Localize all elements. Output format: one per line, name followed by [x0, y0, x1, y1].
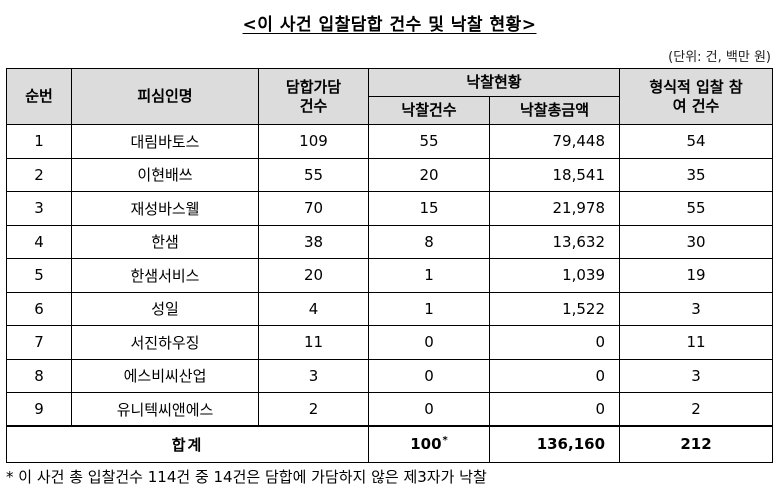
header-formal-bid-count: 형식적 입찰 참 여 건수 [619, 68, 774, 125]
cell-awards: 1 [368, 258, 490, 293]
cell-respondent: 이현배쓰 [71, 157, 259, 192]
total-row: 합계 100* 136,160 212 [6, 425, 774, 463]
cell-formal: 55 [619, 191, 774, 226]
table-row: 6 성일 4 1 1,522 3 [6, 291, 774, 326]
total-formal: 212 [619, 425, 774, 463]
table-row: 9 유니텍씨앤에스 2 0 0 2 [6, 392, 774, 427]
header-respondent: 피심인명 [71, 68, 259, 125]
table-row: 4 한샘 38 8 13,632 30 [6, 224, 774, 259]
cell-formal: 35 [619, 157, 774, 192]
cell-collusion: 4 [258, 291, 369, 326]
header-award-count: 낙찰건수 [368, 96, 490, 125]
header-award-total: 낙찰총금액 [488, 96, 621, 125]
header-award-status: 낙찰현황 [367, 68, 621, 97]
total-awards-mark: * [442, 435, 448, 447]
cell-amount: 1,522 [488, 291, 621, 326]
cell-seq: 6 [6, 291, 72, 326]
total-label: 합계 [6, 425, 369, 463]
cell-formal: 54 [619, 124, 774, 159]
header-collusion-line1: 담합가담 [285, 77, 342, 96]
cell-collusion: 55 [258, 157, 369, 192]
cell-seq: 7 [6, 325, 72, 360]
cell-formal: 19 [619, 258, 774, 293]
cell-collusion: 2 [258, 392, 369, 427]
cell-seq: 5 [6, 258, 72, 293]
cell-respondent: 서진하우징 [71, 325, 259, 360]
cell-formal: 2 [619, 392, 774, 427]
cell-awards: 1 [368, 291, 490, 326]
cell-collusion: 38 [258, 224, 369, 259]
header-subrow: 낙찰건수 낙찰총금액 [7, 96, 773, 125]
cell-respondent: 대림바토스 [71, 124, 259, 159]
cell-respondent: 성일 [71, 291, 259, 326]
cell-awards: 15 [368, 191, 490, 226]
cell-formal: 3 [619, 291, 774, 326]
cell-respondent: 한샘서비스 [71, 258, 259, 293]
cell-formal: 11 [619, 325, 774, 360]
header-collusion-count: 담합가담 건수 [258, 68, 369, 125]
cell-seq: 8 [6, 358, 72, 393]
cell-collusion: 70 [258, 191, 369, 226]
cell-collusion: 20 [258, 258, 369, 293]
header-seq: 순번 [6, 68, 72, 125]
cell-respondent: 유니텍씨앤에스 [71, 392, 259, 427]
cell-formal: 30 [619, 224, 774, 259]
header-formal-line1: 형식적 입찰 참 [649, 77, 743, 96]
cell-seq: 3 [6, 191, 72, 226]
table-row: 5 한샘서비스 20 1 1,039 19 [6, 258, 774, 293]
cell-awards: 8 [368, 224, 490, 259]
cell-seq: 4 [6, 224, 72, 259]
cell-respondent: 에스비씨산업 [71, 358, 259, 393]
cell-seq: 9 [6, 392, 72, 427]
cell-amount: 18,541 [488, 157, 621, 192]
table-title: <이 사건 입찰담합 건수 및 낙찰 현황> [242, 15, 537, 35]
table-row: 1 대림바토스 109 55 79,448 54 [6, 124, 774, 159]
header-row: 순번 피심인명 담합가담 건수 낙찰현황 형식적 입찰 참 여 건수 [6, 68, 774, 125]
total-awards-cell: 100* [368, 425, 490, 463]
cell-collusion: 3 [258, 358, 369, 393]
cell-amount: 0 [488, 392, 621, 427]
cell-amount: 1,039 [488, 258, 621, 293]
table-row: 2 이현배쓰 55 20 18,541 35 [6, 157, 774, 192]
cell-respondent: 재성바스웰 [71, 191, 259, 226]
cell-collusion: 11 [258, 325, 369, 360]
cell-awards: 0 [368, 392, 490, 427]
cell-amount: 0 [488, 325, 621, 360]
cell-amount: 79,448 [488, 124, 621, 159]
bid-rigging-table: 순번 피심인명 담합가담 건수 낙찰현황 형식적 입찰 참 여 건수 낙찰건수 … [6, 68, 774, 463]
cell-awards: 0 [368, 325, 490, 360]
cell-amount: 21,978 [488, 191, 621, 226]
total-awards: 100 [410, 435, 442, 454]
table-row: 7 서진하우징 11 0 0 11 [6, 325, 774, 360]
cell-collusion: 109 [258, 124, 369, 159]
cell-awards: 20 [368, 157, 490, 192]
header-formal-line2: 여 건수 [672, 96, 720, 115]
cell-awards: 0 [368, 358, 490, 393]
table-row: 8 에스비씨산업 3 0 0 3 [6, 358, 774, 393]
cell-respondent: 한샘 [71, 224, 259, 259]
cell-seq: 2 [6, 157, 72, 192]
unit-note: (단위: 건, 백만 원) [668, 50, 771, 65]
cell-seq: 1 [6, 124, 72, 159]
cell-formal: 3 [619, 358, 774, 393]
table-row: 3 재성바스웰 70 15 21,978 55 [6, 191, 774, 226]
cell-amount: 13,632 [488, 224, 621, 259]
total-amount: 136,160 [488, 425, 621, 463]
cell-amount: 0 [488, 358, 621, 393]
header-collusion-line2: 건수 [299, 96, 328, 115]
cell-awards: 55 [368, 124, 490, 159]
footnote: * 이 사건 총 입찰건수 114건 중 14건은 담합에 가담하지 않은 제3… [6, 468, 487, 486]
